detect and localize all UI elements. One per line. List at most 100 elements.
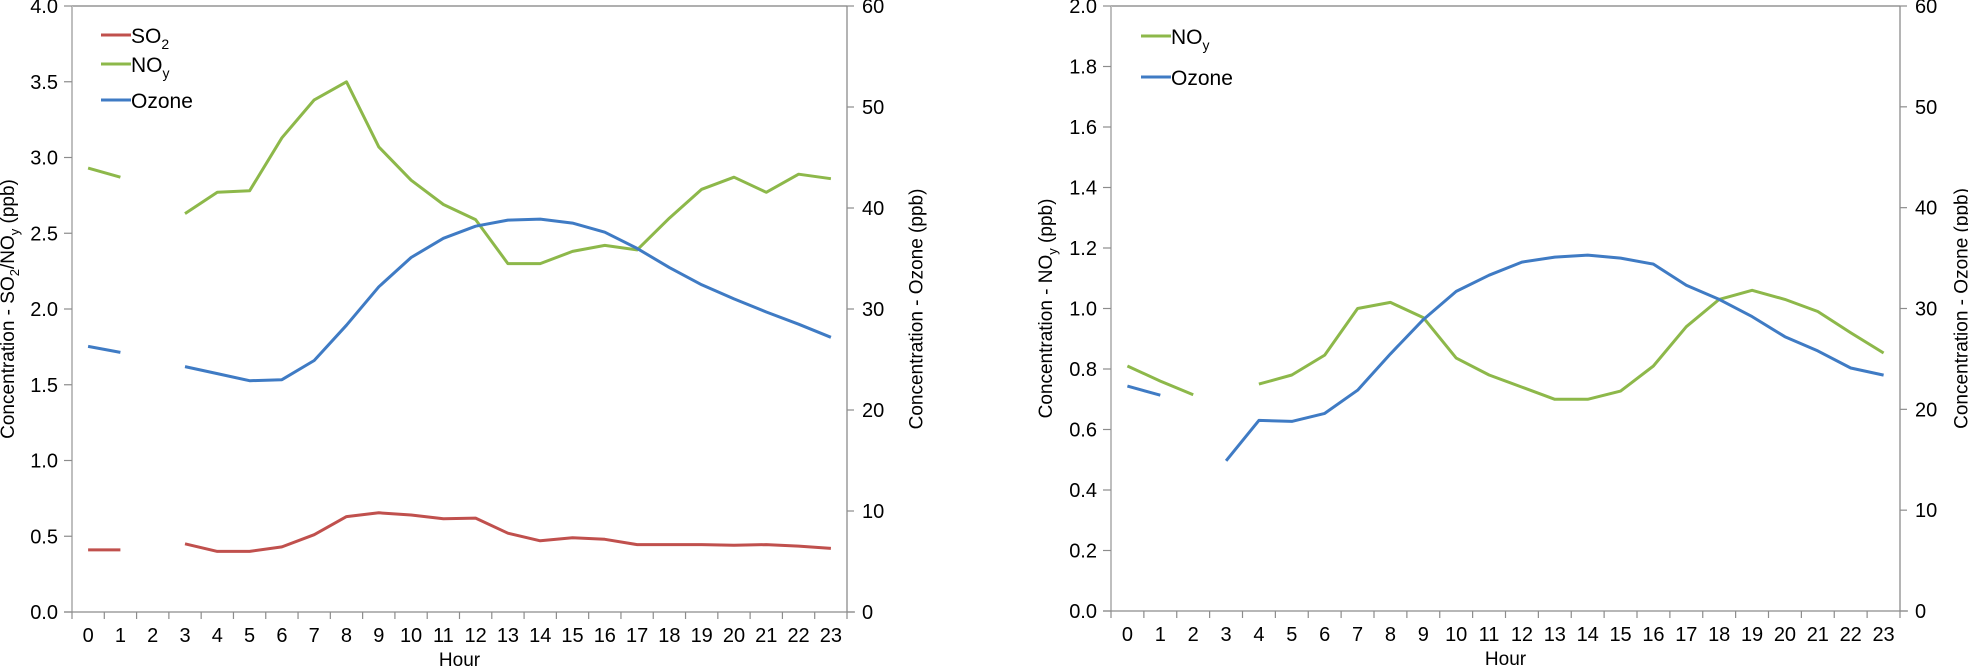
x-tick-label: 15 [561, 625, 583, 647]
y-tick-label: 0.0 [1069, 601, 1097, 623]
x-tick-label: 15 [1609, 624, 1631, 646]
x-tick-label: 20 [1774, 624, 1796, 646]
chart-so2-noy-ozone: 0.00.51.01.52.02.53.03.54.00102030405060… [0, 0, 928, 669]
x-tick-label: 17 [1675, 624, 1697, 646]
x-tick-label: 13 [1544, 624, 1566, 646]
series-line-segment [1224, 253, 1884, 462]
x-tick-label: 2 [147, 625, 158, 647]
x-tick-label: 3 [1221, 624, 1232, 646]
legend-label-main: Ozone [131, 90, 193, 113]
series-line-segment [1258, 288, 1885, 401]
y-tick-label: 1.5 [30, 375, 58, 397]
x-tick-label: 4 [212, 625, 223, 647]
x-tick-label: 7 [309, 625, 320, 647]
x-tick-label: 18 [1708, 624, 1730, 646]
y2-tick-label: 60 [862, 0, 884, 18]
legend-label-subscript: 2 [161, 36, 169, 52]
legend-label-subscript: y [1203, 37, 1210, 53]
x-tick-label: 6 [276, 625, 287, 647]
x-tick-label: 1 [1155, 624, 1166, 646]
x-tick-label: 22 [1840, 624, 1862, 646]
x-tick-label: 9 [373, 625, 384, 647]
legend-label-main: NO [1171, 26, 1203, 49]
y-tick-label: 1.4 [1069, 178, 1097, 200]
x-axis-title: Hour [439, 650, 481, 669]
y-tick-label: 0.8 [1069, 359, 1097, 381]
series-noy [1126, 288, 1885, 401]
series-line-segment [184, 80, 832, 266]
x-tick-label: 0 [1122, 624, 1133, 646]
legend-label-noy: NOy [131, 54, 170, 81]
y-axis-title: Concentration - SO2/NOy (ppb) [0, 179, 22, 439]
series-line-segment [87, 344, 121, 354]
x-tick-label: 21 [755, 625, 777, 647]
x-tick-label: 14 [529, 625, 551, 647]
x-tick-label: 13 [497, 625, 519, 647]
x-tick-label: 19 [1741, 624, 1763, 646]
series-line-segment [1126, 364, 1194, 397]
x-tick-label: 16 [594, 625, 616, 647]
x-tick-label: 11 [1479, 624, 1500, 646]
y-tick-label: 0.2 [1069, 541, 1097, 563]
x-tick-label: 16 [1642, 624, 1664, 646]
x-tick-label: 8 [1385, 624, 1396, 646]
x-tick-label: 18 [658, 625, 680, 647]
legend-label-so2: SO2 [131, 25, 169, 52]
x-tick-label: 19 [691, 625, 713, 647]
legend-label-main: SO [131, 25, 161, 48]
y2-tick-label: 10 [1915, 500, 1937, 522]
y2-tick-label: 30 [1915, 299, 1937, 321]
x-tick-label: 5 [244, 625, 255, 647]
y-tick-label: 1.0 [1069, 299, 1097, 321]
series-line-segment [184, 511, 832, 553]
y2-tick-label: 50 [862, 97, 884, 119]
y2-tick-label: 20 [862, 400, 884, 422]
x-tick-label: 23 [1872, 624, 1894, 646]
series-line-segment [1127, 384, 1161, 397]
y-tick-label: 0.6 [1069, 420, 1097, 442]
y2-axis-title: Concentration - Ozone (ppb) [1952, 188, 1968, 429]
x-tick-label: 4 [1253, 624, 1264, 646]
legend-label-ozone: Ozone [1171, 67, 1233, 90]
y-axis-title-subscript: y [7, 228, 22, 235]
series-ozone [1127, 253, 1884, 462]
legend-label-main: NO [131, 54, 163, 77]
legend-label-subscript: y [163, 65, 170, 81]
y-tick-label: 2.5 [30, 223, 58, 245]
series-line-segment [87, 166, 121, 179]
y-axis-title-part: (ppb) [0, 179, 19, 229]
y-tick-label: 4.0 [30, 0, 58, 18]
x-tick-label: 7 [1352, 624, 1363, 646]
y-tick-label: 1.6 [1069, 117, 1097, 139]
chart-noy-ozone: 0.00.20.40.60.81.01.21.41.61.82.00102030… [1036, 0, 1968, 669]
x-tick-label: 14 [1577, 624, 1599, 646]
y-tick-label: 1.0 [30, 451, 58, 473]
series-so2 [88, 511, 832, 553]
y-axis-title: Concentration - NOy (ppb) [1036, 199, 1060, 419]
y-tick-label: 3.0 [30, 148, 58, 170]
series-ozone [87, 217, 832, 383]
x-tick-label: 12 [465, 625, 487, 647]
y-tick-label: 0.4 [1069, 480, 1097, 502]
y2-tick-label: 30 [862, 299, 884, 321]
series-line-segment [184, 217, 832, 383]
y2-axis-title: Concentration - Ozone (ppb) [907, 189, 928, 430]
y2-tick-label: 10 [862, 501, 884, 523]
x-tick-label: 0 [83, 625, 94, 647]
y-tick-label: 1.2 [1069, 238, 1097, 260]
x-tick-label: 12 [1511, 624, 1533, 646]
y-tick-label: 1.8 [1069, 57, 1097, 79]
x-tick-label: 2 [1188, 624, 1199, 646]
y-tick-label: 2.0 [30, 299, 58, 321]
series-noy [87, 80, 832, 266]
y-tick-label: 0.0 [30, 602, 58, 624]
x-tick-label: 10 [1445, 624, 1467, 646]
x-tick-label: 10 [400, 625, 422, 647]
x-tick-label: 23 [820, 625, 842, 647]
y-axis-title-part: (ppb) [1036, 199, 1057, 249]
x-tick-label: 1 [115, 625, 126, 647]
y-tick-label: 0.5 [30, 526, 58, 548]
x-tick-label: 8 [341, 625, 352, 647]
x-tick-label: 11 [433, 625, 454, 647]
legend-label-main: Ozone [1171, 67, 1233, 90]
